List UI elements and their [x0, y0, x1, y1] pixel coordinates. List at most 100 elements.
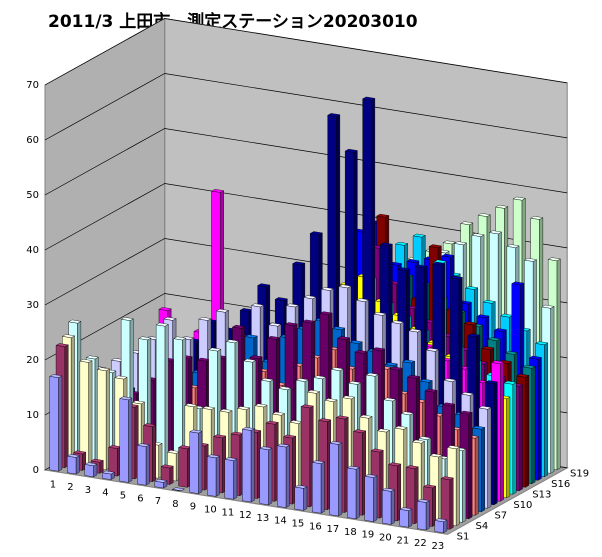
bar-side: [88, 360, 93, 468]
bar-side: [70, 335, 75, 465]
bar-side: [75, 455, 80, 475]
y-tick-label: 30: [26, 300, 39, 311]
bar-side: [145, 444, 150, 486]
z-tick-label: S16: [551, 479, 570, 490]
bar: [79, 360, 89, 468]
x-tick-label: 12: [239, 510, 252, 521]
bar-side: [537, 357, 542, 481]
bar: [207, 456, 217, 497]
bar-side: [338, 442, 343, 517]
bar: [347, 467, 357, 520]
bar-side: [518, 384, 523, 492]
bar: [172, 489, 182, 492]
bar: [294, 486, 304, 511]
z-tick-label: S1: [457, 532, 470, 543]
bar-side: [93, 463, 98, 478]
bar: [119, 398, 129, 483]
x-tick-label: 13: [257, 513, 270, 524]
x-tick-label: 4: [102, 488, 108, 499]
x-tick-label: 18: [344, 527, 357, 538]
y-tick-label: 20: [26, 355, 39, 366]
bar-side: [169, 465, 174, 485]
bar-side: [285, 444, 290, 508]
x-tick-label: 15: [292, 518, 305, 529]
bar: [189, 431, 199, 494]
bar: [224, 459, 234, 500]
x-tick-label: 1: [50, 479, 56, 490]
bar-side: [425, 500, 430, 531]
bar-side: [58, 375, 63, 472]
bar: [417, 500, 427, 531]
x-tick-label: 11: [222, 507, 235, 518]
bar-side: [544, 342, 548, 478]
bar-side: [152, 424, 156, 483]
grid-line: [44, 128, 568, 196]
bar: [259, 448, 269, 506]
bar: [434, 520, 444, 534]
bar-side: [449, 477, 454, 530]
bar-side: [525, 375, 530, 488]
bar: [67, 455, 77, 475]
bar-side: [408, 508, 413, 528]
x-tick-label: 5: [120, 490, 126, 501]
bar-side: [462, 448, 467, 523]
bar-side: [512, 382, 517, 495]
bar-side: [215, 455, 220, 497]
x-tick-label: 21: [397, 535, 410, 546]
bar-side: [506, 396, 511, 499]
bar-side: [556, 258, 561, 471]
bar-side: [531, 366, 536, 485]
x-tick-label: 7: [155, 496, 161, 507]
x-tick-label: 10: [204, 504, 217, 515]
bar-side: [481, 427, 485, 513]
bar: [329, 442, 339, 517]
bar-side: [320, 461, 325, 514]
bar-side: [550, 306, 555, 474]
bar: [312, 462, 322, 514]
bar: [399, 509, 409, 528]
bar-side: [355, 467, 360, 520]
z-tick-label: S4: [476, 521, 489, 532]
x-tick-label: 6: [137, 493, 143, 504]
grid-line: [44, 183, 568, 251]
bar-side: [373, 475, 378, 522]
y-tick-label: 10: [26, 410, 39, 421]
bar-side: [99, 460, 104, 474]
x-tick-label: 14: [274, 516, 287, 527]
bar: [242, 428, 252, 503]
bar-side: [493, 381, 498, 506]
bar: [137, 445, 147, 486]
bar-side: [474, 436, 479, 516]
x-tick-label: 8: [172, 499, 178, 510]
bar: [364, 476, 374, 522]
x-tick-label: 20: [379, 532, 392, 543]
bar-side: [198, 430, 203, 494]
y-tick-label: 70: [26, 80, 39, 91]
bar-side: [487, 407, 492, 509]
bar: [178, 447, 188, 488]
bar: [382, 489, 392, 525]
bar-side: [390, 489, 395, 525]
bar-side: [233, 458, 238, 500]
bar-side: [455, 446, 460, 527]
bar: [154, 480, 164, 489]
z-tick-label: S7: [494, 511, 507, 522]
grid-line: [44, 18, 568, 86]
z-tick-label: S13: [532, 490, 551, 501]
x-tick-label: 17: [327, 524, 340, 535]
bar-side: [443, 519, 448, 534]
y-tick-label: 0: [33, 465, 39, 476]
x-tick-label: 22: [414, 538, 427, 549]
x-tick-label: 2: [67, 482, 73, 493]
x-tick-label: 9: [190, 502, 196, 513]
bar-side: [500, 361, 504, 502]
z-tick-label: S10: [513, 500, 532, 511]
z-tick-label: S19: [570, 469, 589, 480]
x-tick-label: 16: [309, 521, 322, 532]
bar: [102, 472, 112, 480]
y-tick-label: 40: [26, 245, 39, 256]
y-tick-label: 60: [26, 135, 39, 146]
bar: [49, 376, 59, 472]
bar: [277, 445, 287, 508]
